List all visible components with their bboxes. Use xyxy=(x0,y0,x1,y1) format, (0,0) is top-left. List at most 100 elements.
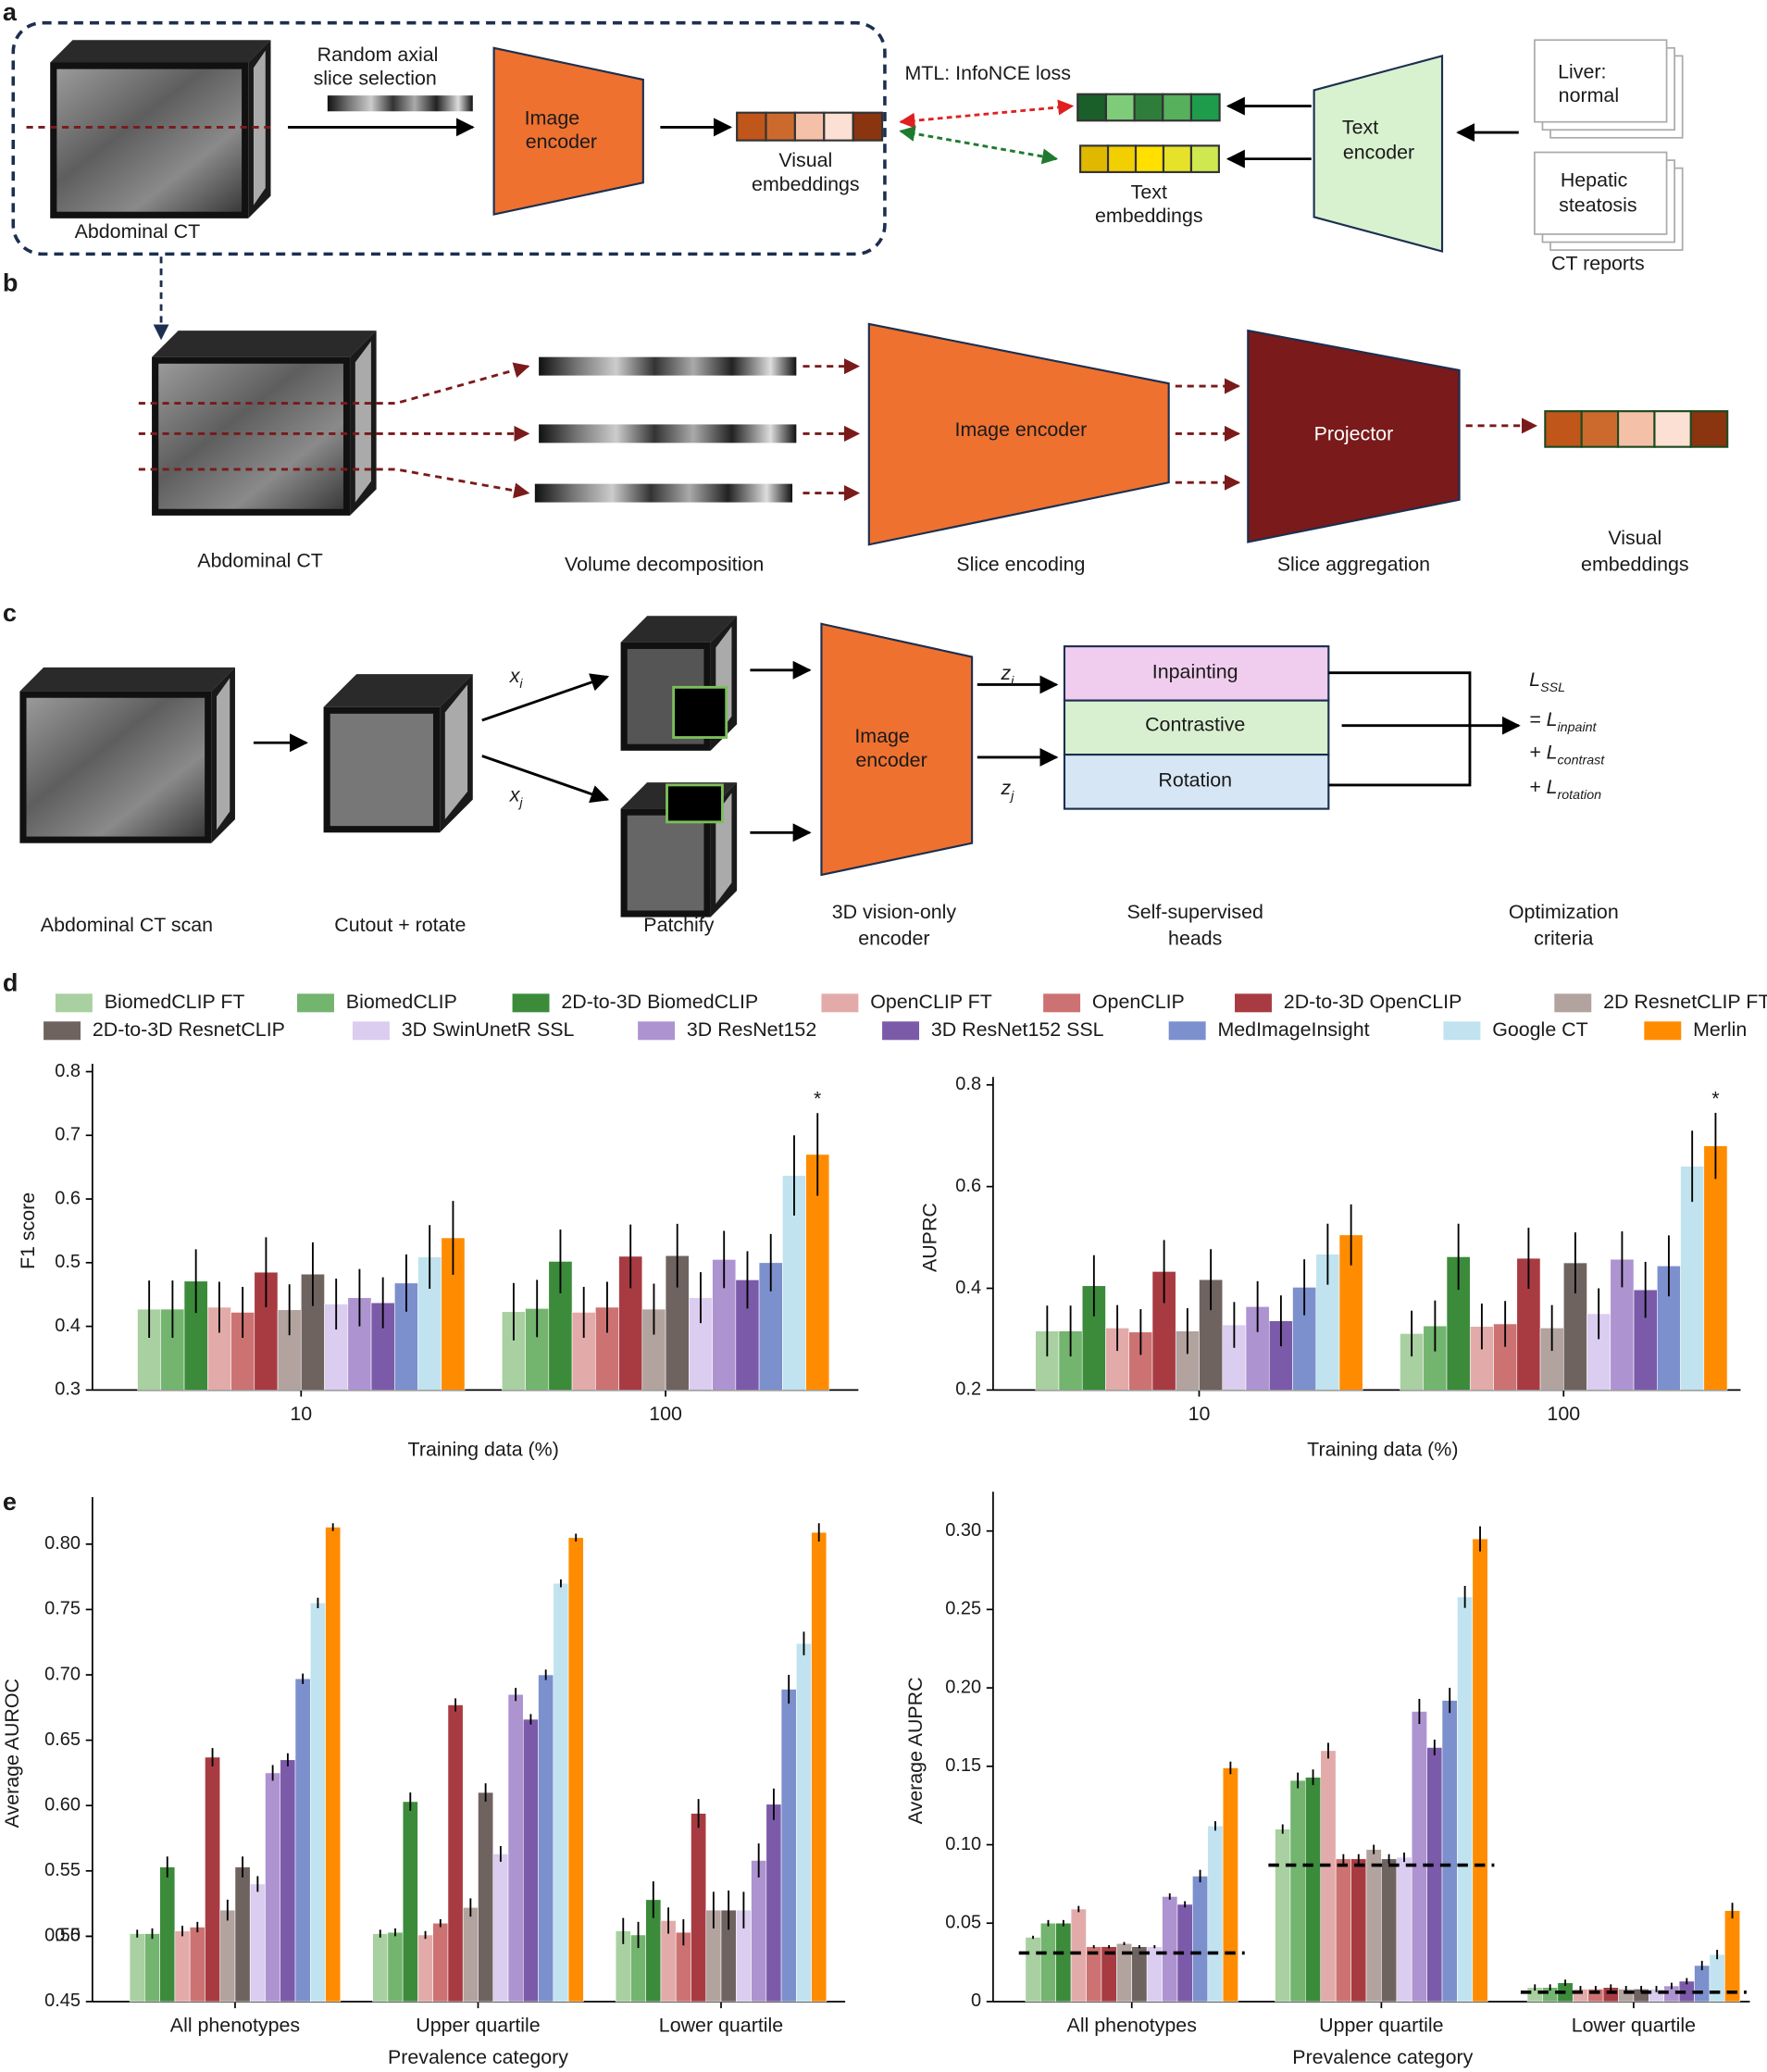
math-sub: inpaint xyxy=(1558,720,1598,735)
math-sub: j xyxy=(1009,789,1014,804)
bar xyxy=(1680,1166,1705,1391)
y-tick-label: 0.8 xyxy=(55,1061,81,1081)
label: Abdominal CT xyxy=(197,549,323,571)
head-box xyxy=(1063,754,1330,810)
label: Image xyxy=(525,106,579,129)
label: Abdominal CT xyxy=(75,220,201,243)
legend-swatch xyxy=(44,1021,81,1041)
label: Cutout + rotate xyxy=(334,914,466,936)
ct-side-image xyxy=(355,341,371,503)
math-base: + L xyxy=(1529,741,1557,763)
bar xyxy=(780,1689,797,2003)
ct-front-image xyxy=(56,69,243,212)
label: Image xyxy=(854,725,909,747)
ct-front-image xyxy=(26,697,205,837)
loss-arrow xyxy=(899,99,1075,129)
y-axis-label: Average AUPRC xyxy=(904,1677,927,1824)
bar xyxy=(1162,1896,1178,2003)
math-base: + L xyxy=(1529,775,1557,797)
bar xyxy=(280,1759,296,2003)
embedding-cell xyxy=(1580,410,1620,448)
annotation: * xyxy=(1711,1087,1719,1109)
y-tick-label: 0.5 xyxy=(55,1926,81,1946)
x-axis-label: Prevalence category xyxy=(1292,2046,1473,2068)
bar xyxy=(1396,1856,1412,2003)
bar xyxy=(1320,1750,1337,2003)
x-tick-label: 10 xyxy=(1188,1403,1211,1425)
label: encoder xyxy=(858,928,929,950)
legend-swatch xyxy=(1443,1021,1481,1041)
legend-swatch xyxy=(1168,1021,1206,1041)
bar xyxy=(1426,1747,1443,2003)
ct-side-image xyxy=(253,50,266,206)
bar xyxy=(1207,1825,1224,2003)
math-base: L xyxy=(1529,668,1540,691)
embedding-cell xyxy=(1689,410,1729,448)
x-tick-label: All phenotypes xyxy=(170,2015,300,2037)
y-tick-label: 0.4 xyxy=(955,1278,981,1298)
y-tick-label: 0.7 xyxy=(55,1125,81,1145)
y-tick-label: 0.45 xyxy=(44,1991,81,2011)
label: Contrastive xyxy=(1145,713,1245,735)
bar xyxy=(1025,1937,1041,2003)
ct-front-image xyxy=(627,815,704,911)
bar xyxy=(1305,1777,1322,2003)
bar xyxy=(432,1922,449,2003)
bar xyxy=(751,1860,767,2003)
label: embeddings xyxy=(1095,205,1203,227)
bar xyxy=(567,1537,584,2003)
ct-side-image xyxy=(444,684,468,820)
bar xyxy=(765,1804,782,2003)
math-label: zi xyxy=(1000,662,1014,689)
bar xyxy=(129,1933,145,2003)
label: Patchify xyxy=(643,914,714,936)
y-tick-label: 0.8 xyxy=(955,1074,981,1094)
label: Optimization xyxy=(1509,901,1619,923)
y-tick-label: 0.6 xyxy=(955,1176,981,1196)
embedding-cell xyxy=(852,111,884,142)
math-sub: i xyxy=(519,677,523,692)
bar xyxy=(1055,1922,1072,2003)
arrow xyxy=(481,673,610,722)
connector xyxy=(1328,671,1472,787)
label: 2D-to-3D OpenCLIP xyxy=(1284,991,1462,1013)
bar xyxy=(1335,1858,1351,2003)
y-tick-label: 0.5 xyxy=(55,1252,81,1272)
bar xyxy=(1101,1946,1117,2003)
bar xyxy=(1289,1779,1306,2003)
ct-top xyxy=(19,667,235,692)
bar xyxy=(492,1854,509,2003)
bar xyxy=(249,1883,266,2003)
label: Rotation xyxy=(1158,768,1232,791)
y-tick-label: 0.30 xyxy=(945,1520,981,1541)
legend-swatch xyxy=(1235,993,1272,1013)
dashed-arrow xyxy=(138,362,530,406)
bar xyxy=(265,1772,281,2003)
arrow xyxy=(481,755,610,804)
label: Random axial xyxy=(317,44,439,66)
y-tick-label: 0.10 xyxy=(945,1834,981,1854)
legend-swatch xyxy=(882,1021,920,1041)
x-axis-label: Training data (%) xyxy=(408,1439,559,1461)
label: MTL: InfoNCE loss xyxy=(904,62,1071,84)
bar xyxy=(522,1718,539,2003)
bar xyxy=(1146,1946,1163,2003)
label: Hepatic xyxy=(1561,169,1628,192)
label: 2D ResnetCLIP FT xyxy=(1603,991,1767,1013)
slice xyxy=(539,424,797,443)
label: embeddings xyxy=(752,173,860,195)
bar xyxy=(1086,1946,1102,2003)
label: embeddings xyxy=(1581,554,1689,576)
image-encoder xyxy=(820,622,974,877)
bar xyxy=(1365,1849,1382,2003)
label: Image encoder xyxy=(955,418,1088,441)
ct-top xyxy=(620,616,738,643)
legend-swatch xyxy=(1043,993,1081,1013)
ct-top xyxy=(152,331,377,357)
y-tick-label: 0 xyxy=(971,1991,981,2011)
loss-arrow xyxy=(899,125,1059,165)
slice xyxy=(534,483,793,503)
legend-swatch xyxy=(821,993,859,1013)
embedding-cell xyxy=(793,111,826,142)
